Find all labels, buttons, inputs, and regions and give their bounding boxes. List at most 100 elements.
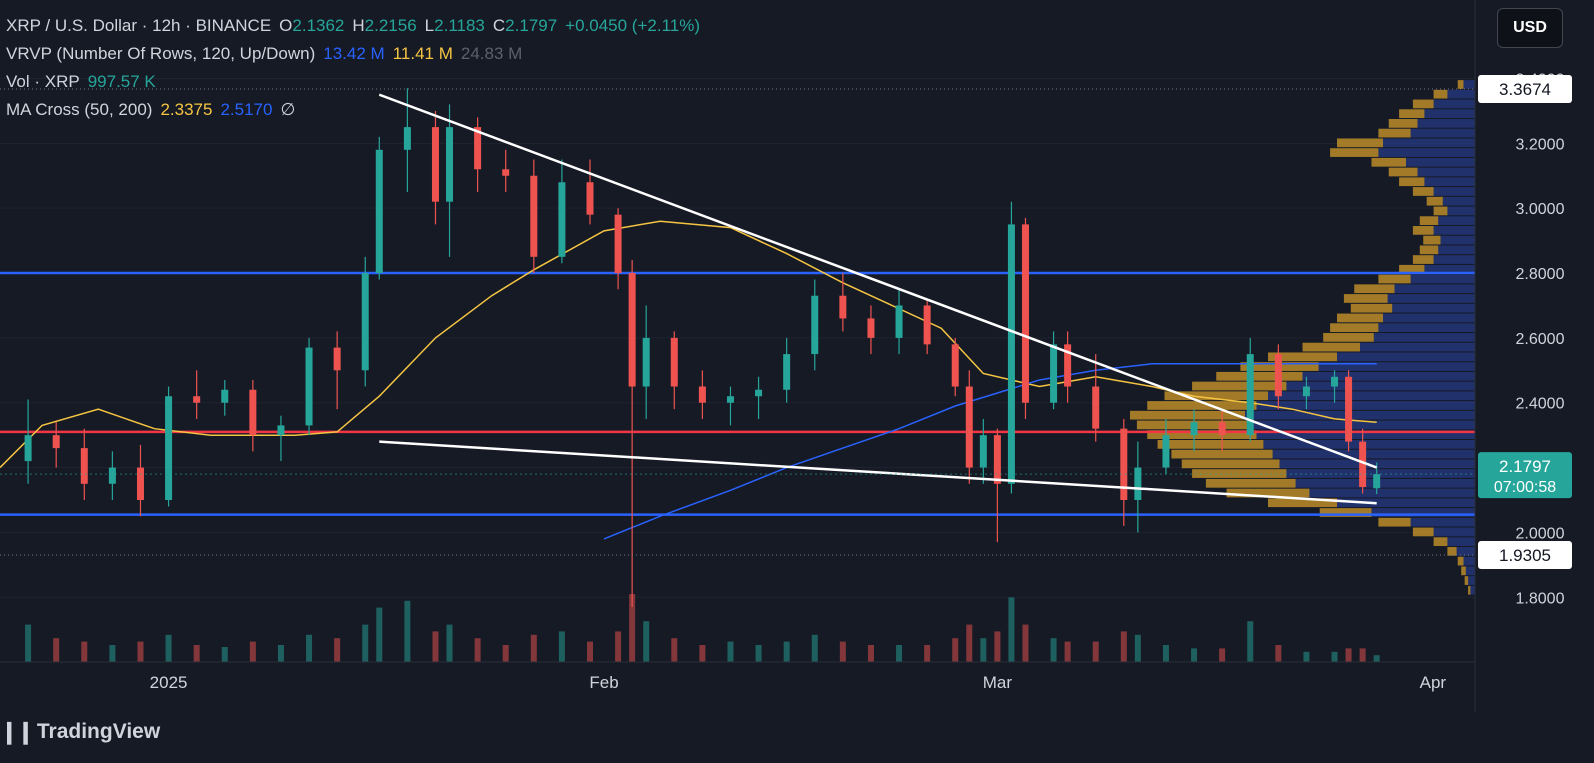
trendlines[interactable] <box>378 93 1378 505</box>
vrvp-row-down <box>1383 313 1475 323</box>
vrvp-down-value: 11.41 M <box>392 44 453 63</box>
volume-bar <box>558 631 565 662</box>
volume-bar <box>1359 648 1366 662</box>
vrvp-row-down <box>1438 245 1475 255</box>
vrvp-row-up <box>1419 216 1439 226</box>
volume-bar <box>755 645 762 662</box>
price-marker-badge <box>1478 75 1572 104</box>
candle-body <box>726 396 734 403</box>
vrvp-row-down <box>1360 342 1475 352</box>
candle-body <box>361 273 369 371</box>
currency-button[interactable]: USD <box>1497 8 1563 48</box>
price-chart[interactable]: 3.40003.20003.00002.80002.60002.40002.20… <box>0 0 1594 712</box>
vrvp-row-down <box>1392 303 1475 313</box>
price-tick-label: 2.8000 <box>1516 266 1565 283</box>
vrvp-row-up <box>1268 352 1337 362</box>
vrvp-row-down <box>1245 410 1475 420</box>
volume-label[interactable]: Vol · XRP <box>6 72 80 91</box>
ma-cross-row[interactable]: MA Cross (50, 200) 2.3375 2.5170 ∅ <box>6 96 700 124</box>
candle-body <box>249 389 257 436</box>
vrvp-row-up <box>1268 498 1337 508</box>
time-tick-label: Mar <box>983 673 1013 692</box>
candle-body <box>193 396 201 403</box>
symbol-title[interactable]: XRP / U.S. Dollar · 12h · BINANCE <box>6 16 272 35</box>
candle-body <box>446 127 454 202</box>
footer <box>0 712 1594 763</box>
volume-bar <box>615 631 622 662</box>
candle-body <box>80 448 88 484</box>
vrvp-row-down <box>1256 401 1475 410</box>
vrvp-row-up <box>1371 157 1406 167</box>
vrvp-row-down <box>1424 177 1475 187</box>
price-change: +0.0450 (+2.11%) <box>565 16 700 35</box>
vrvp-row-down <box>1433 99 1475 109</box>
candle-body <box>783 354 791 390</box>
volume-bar <box>404 600 411 662</box>
time-axis[interactable]: 2025 Feb Mar Apr <box>150 673 1447 692</box>
vrvp-row-up <box>1412 527 1434 537</box>
vrvp-row-down <box>1318 362 1475 371</box>
vrvp-row-up <box>1433 206 1448 216</box>
candle-body <box>993 435 1001 484</box>
vrvp-row-down <box>1468 576 1475 585</box>
candle-body <box>108 467 116 484</box>
price-tick-label: 2.6000 <box>1516 331 1565 348</box>
vrvp-row-down <box>1470 585 1475 595</box>
volume-bar <box>277 645 284 662</box>
candle-body <box>979 435 987 468</box>
vrvp-row-up <box>1388 167 1418 177</box>
volume-profile <box>1130 80 1475 595</box>
vrvp-row-up <box>1205 478 1296 488</box>
ohlc-low: L2.1183 <box>424 16 485 35</box>
vrvp-row-down <box>1433 527 1475 537</box>
candle-body <box>1064 344 1072 387</box>
vrvp-row-down <box>1456 547 1475 556</box>
ma50-value: 2.3375 <box>160 100 213 119</box>
volume-bar <box>1064 641 1071 662</box>
trendline <box>379 440 1377 505</box>
vrvp-row-up <box>1412 187 1434 196</box>
candle-body <box>136 467 144 500</box>
vrvp-label[interactable]: VRVP (Number Of Rows, 120, Up/Down) <box>6 44 316 63</box>
volume-row[interactable]: Vol · XRP 997.57 K <box>6 68 700 96</box>
vrvp-row-up <box>1378 274 1411 284</box>
vrvp-row-up <box>1192 469 1287 478</box>
candle-body <box>1331 376 1339 387</box>
vrvp-total-value: 24.83 M <box>460 44 523 63</box>
vrvp-row-up <box>1330 323 1379 333</box>
vrvp-row-up <box>1423 235 1441 245</box>
candle-body <box>923 305 931 345</box>
price-marker-value: 3.3674 <box>1499 80 1551 99</box>
volume-bar <box>1162 645 1169 662</box>
candle-body <box>839 295 847 319</box>
candle-body <box>1134 467 1142 500</box>
vrvp-row-up <box>1399 264 1425 274</box>
candle-body <box>867 318 875 338</box>
candle-body <box>1021 224 1029 403</box>
vrvp-row-up <box>1378 128 1411 138</box>
volume-bar <box>1134 634 1141 662</box>
vrvp-row-down <box>1433 255 1475 264</box>
ma-cross-label[interactable]: MA Cross (50, 200) <box>6 100 153 119</box>
volume-bar <box>362 624 369 662</box>
horizontal-lines[interactable] <box>0 271 1475 516</box>
tradingview-logo[interactable]: ❙❙ TradingView <box>0 712 160 752</box>
vrvp-row-up <box>1157 440 1264 449</box>
vrvp-row-up <box>1216 371 1303 381</box>
volume-bar <box>165 634 172 662</box>
candle-body <box>1246 354 1254 436</box>
candle-body <box>375 149 383 274</box>
price-marker-badge <box>1478 540 1572 569</box>
vrvp-row-down <box>1410 274 1475 284</box>
volume-bar <box>839 641 846 662</box>
vrvp-row-down <box>1373 333 1475 342</box>
vrvp-row-up <box>1457 556 1464 566</box>
price-axis[interactable]: 3.40003.20003.00002.80002.60002.40002.20… <box>1516 71 1565 607</box>
price-labels: 3.3674 1.9305 2.1797 07:00:58 <box>0 75 1572 569</box>
volume-bar <box>1022 624 1029 662</box>
candle-body <box>431 127 439 202</box>
vrvp-row[interactable]: VRVP (Number Of Rows, 120, Up/Down) 13.4… <box>6 40 700 68</box>
vrvp-row-up <box>1350 303 1393 313</box>
symbol-row[interactable]: XRP / U.S. Dollar · 12h · BINANCE O2.136… <box>6 12 700 40</box>
volume-bar <box>109 645 116 662</box>
